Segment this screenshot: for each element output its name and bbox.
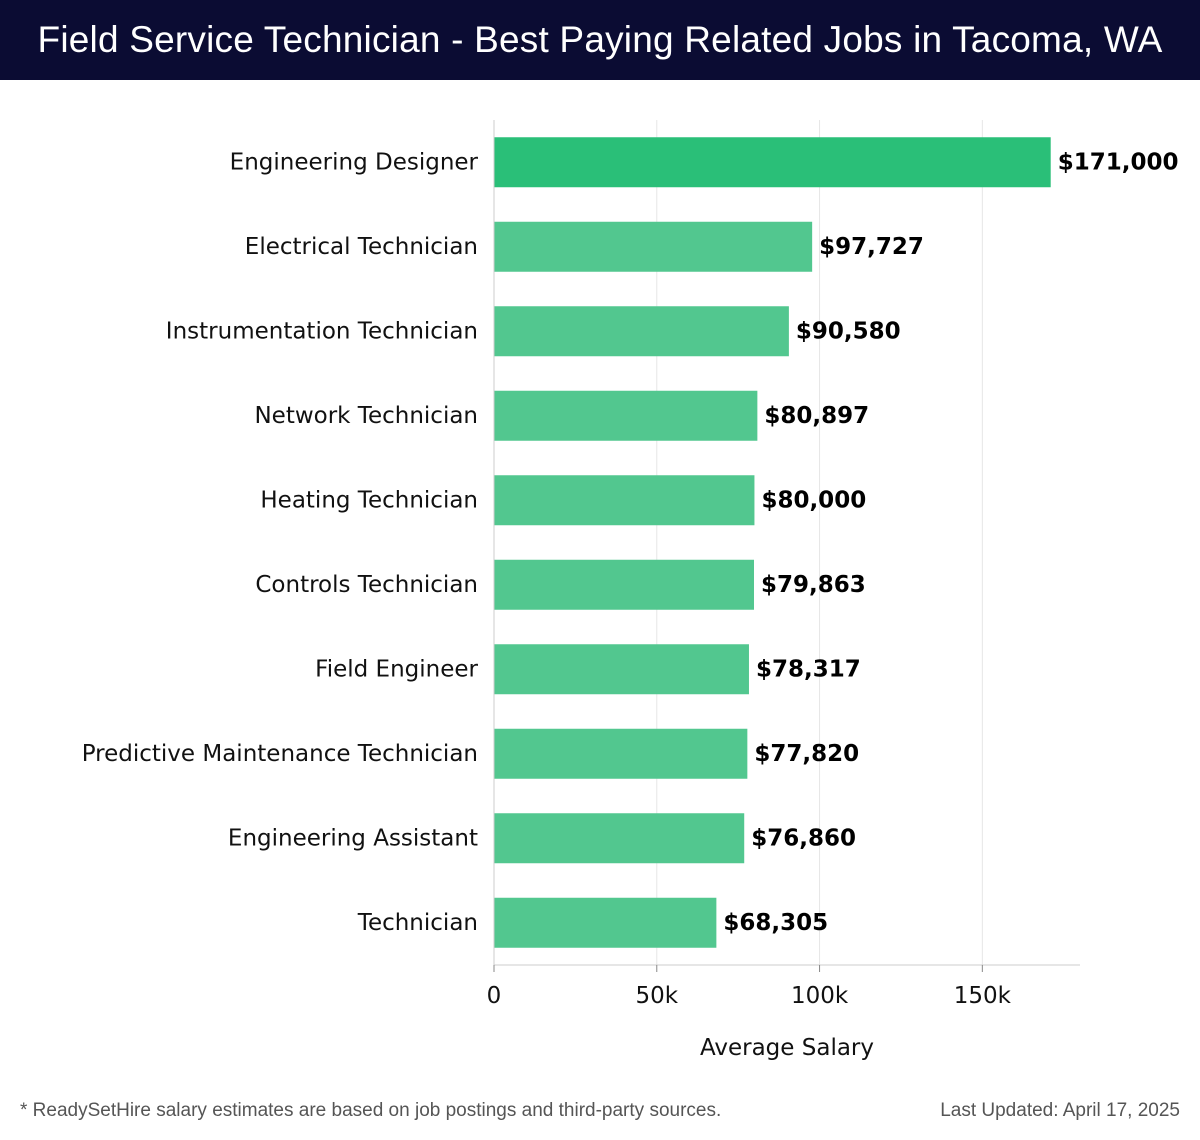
x-tick-label: 150k xyxy=(954,983,1012,1009)
bar xyxy=(494,559,754,610)
x-tick-label: 100k xyxy=(791,983,849,1009)
value-label: $97,727 xyxy=(819,234,924,260)
value-label: $80,897 xyxy=(764,403,869,429)
value-label: $77,820 xyxy=(754,741,859,767)
category-label: Heating Technician xyxy=(260,487,478,513)
bar xyxy=(494,897,717,948)
category-label: Controls Technician xyxy=(255,572,478,598)
bar xyxy=(494,221,813,272)
value-label: $79,863 xyxy=(761,572,866,598)
category-label: Engineering Designer xyxy=(230,149,479,175)
value-label: $80,000 xyxy=(761,487,866,513)
bar xyxy=(494,475,755,526)
bar xyxy=(494,306,789,357)
category-label: Network Technician xyxy=(254,403,478,429)
bar xyxy=(494,728,748,779)
category-label: Electrical Technician xyxy=(245,234,478,260)
x-tick-label: 0 xyxy=(487,983,502,1009)
value-label: $78,317 xyxy=(756,656,861,682)
bar xyxy=(494,813,745,864)
footer-note: * ReadySetHire salary estimates are base… xyxy=(20,1100,722,1121)
category-label: Technician xyxy=(357,910,478,936)
value-label: $76,860 xyxy=(751,825,856,851)
category-label: Predictive Maintenance Technician xyxy=(82,741,478,767)
last-updated: Last Updated: April 17, 2025 xyxy=(940,1100,1180,1121)
bar-chart: Engineering Designer $171,000 Electrical T… xyxy=(82,120,1179,1061)
bar xyxy=(494,644,749,695)
value-label: $90,580 xyxy=(796,318,901,344)
category-label: Instrumentation Technician xyxy=(166,318,478,344)
x-tick-label: 50k xyxy=(635,983,678,1009)
x-axis-title: Average Salary xyxy=(700,1035,874,1061)
chart-title: Field Service Technician - Best Paying R… xyxy=(37,19,1163,60)
category-label: Field Engineer xyxy=(315,656,478,682)
bar xyxy=(494,137,1051,188)
chart-header: Field Service Technician - Best Paying R… xyxy=(0,0,1200,80)
value-label: $171,000 xyxy=(1058,149,1179,175)
value-label: $68,305 xyxy=(723,910,828,936)
bar xyxy=(494,390,758,441)
category-label: Engineering Assistant xyxy=(228,825,478,851)
